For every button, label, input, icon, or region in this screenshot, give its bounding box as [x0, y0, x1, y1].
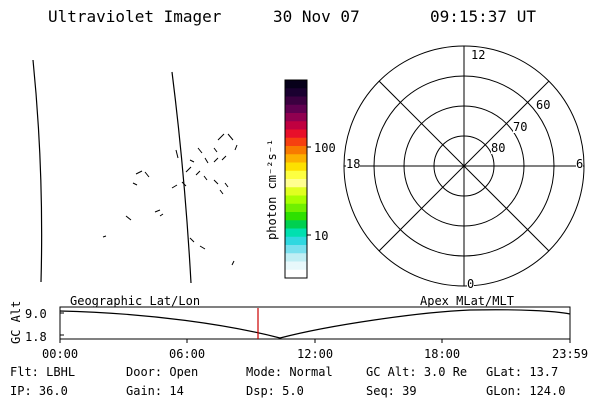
info-door-value: Open: [169, 365, 199, 379]
colorbar-cell: [285, 187, 307, 197]
info-filter-value: LBHL: [46, 365, 76, 379]
polar-label-lat-80: 80: [491, 141, 506, 155]
polar-diagonal-2: [378, 80, 550, 252]
timeline-x-tick-0000: 00:00: [42, 347, 79, 361]
colorbar-cell: [285, 88, 307, 98]
info-gc-alt: GC Alt: 3.0 Re: [366, 366, 467, 378]
colorbar-cell: [285, 261, 307, 271]
app-title: Ultraviolet Imager: [48, 7, 222, 26]
colorbar-cell: [285, 212, 307, 221]
info-gain-value: 14: [169, 384, 184, 398]
colorbar-cell: [285, 154, 307, 164]
info-dsp-label: Dsp:: [246, 384, 275, 398]
colorbar-cell: [285, 253, 307, 263]
timeline-x-tick-1800: 18:00: [424, 347, 461, 361]
info-gc-alt-value: 3.0 Re: [423, 365, 468, 379]
colorbar-cell: [285, 113, 307, 122]
colorbar-cell: [285, 104, 307, 114]
colorbar-ticks: [307, 146, 311, 236]
info-ip-value: 36.0: [38, 384, 68, 398]
colorbar-cell: [285, 220, 307, 230]
colorbar-cell: [285, 245, 307, 254]
colorbar-cell: [285, 195, 307, 205]
colorbar-cell: [285, 170, 307, 180]
timeline-y-tick-min: 1.8: [25, 330, 47, 344]
polar-label-mlt-0: 0: [467, 277, 475, 291]
info-glon-label: GLon:: [486, 384, 523, 398]
observation-time: 09:15:37 UT: [430, 7, 536, 26]
info-door-label: Door:: [126, 365, 163, 379]
info-gain-label: Gain:: [126, 384, 163, 398]
info-seq-value: 39: [402, 384, 417, 398]
info-seq: Seq: 39: [366, 385, 417, 397]
info-door: Door: Open: [126, 366, 198, 378]
observation-date: 30 Nov 07: [273, 7, 360, 26]
polar-label-mlt-12: 12: [471, 48, 486, 62]
colorbar-cell: [285, 228, 307, 238]
timeline-left-title: Geographic Lat/Lon: [70, 294, 201, 308]
colorbar-cell: [285, 179, 307, 188]
info-ip-label: IP:: [10, 384, 32, 398]
colorbar-tick-100: 100: [314, 141, 336, 155]
polar-label-mlt-6: 6: [576, 157, 584, 171]
colorbar-cell: [285, 269, 307, 279]
timeline-x-tick-2359: 23:59: [552, 347, 589, 361]
colorbar-cell: [285, 146, 307, 155]
colorbar-cell: [285, 236, 307, 246]
colorbar-cell: [285, 162, 307, 172]
info-mode: Mode: Normal: [246, 366, 333, 378]
info-filter: Flt: LBHL: [10, 366, 75, 378]
colorbar-cell: [285, 129, 307, 139]
info-glon: GLon: 124.0: [486, 385, 565, 397]
info-ip: IP: 36.0: [10, 385, 68, 397]
info-dsp-value: 5.0: [282, 384, 304, 398]
timeline-x-tick-1200: 12:00: [297, 347, 334, 361]
info-dsp: Dsp: 5.0: [246, 385, 304, 397]
colorbar-cell: [285, 96, 307, 106]
earth-limb-left: [32, 59, 43, 283]
timeline-y-tick-max: 9.0: [25, 307, 47, 321]
info-glon-value: 124.0: [529, 384, 566, 398]
colorbar-cell: [285, 203, 307, 213]
info-filter-label: Flt:: [10, 365, 39, 379]
info-glat: GLat: 13.7: [486, 366, 558, 378]
info-gc-alt-label: GC Alt:: [366, 365, 417, 379]
grid-dash-marks: [102, 133, 238, 266]
polar-label-lat-70: 70: [513, 120, 528, 134]
info-glat-value: 13.7: [529, 365, 559, 379]
info-gain: Gain: 14: [126, 385, 184, 397]
colorbar-tick-10: 10: [314, 229, 329, 243]
timeline-right-title: Apex MLat/MLT: [420, 294, 514, 308]
altitude-curve: [59, 309, 571, 339]
timeline-x-tick-0600: 06:00: [169, 347, 206, 361]
colorbar-cell: [285, 80, 307, 89]
polar-label-lat-60: 60: [536, 98, 551, 112]
colorbar-cell: [285, 137, 307, 147]
polar-label-mlt-18: 18: [346, 157, 361, 171]
colorbar-cell: [285, 121, 307, 131]
earth-limb-right: [171, 71, 192, 284]
info-mode-label: Mode:: [246, 365, 283, 379]
info-mode-value: Normal: [289, 365, 333, 379]
info-glat-label: GLat:: [486, 365, 523, 379]
info-seq-label: Seq:: [366, 384, 395, 398]
